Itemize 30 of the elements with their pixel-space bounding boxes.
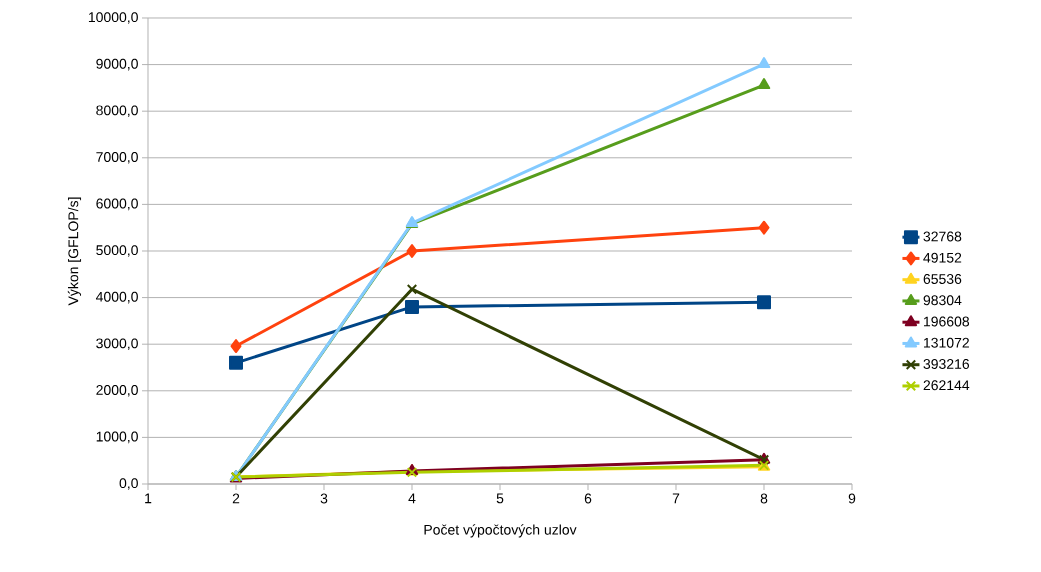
x-tick-label: 8 — [760, 493, 768, 504]
y-tick-label: 6000,0 — [96, 198, 138, 211]
legend-label: 49152 — [923, 252, 962, 263]
x-tick-label: 9 — [848, 493, 856, 504]
y-axis-title: Výkon [GFLOP/s] — [67, 197, 82, 306]
legend-label: 98304 — [923, 295, 962, 306]
y-tick-label: 0,0 — [119, 478, 138, 490]
legend-label: 65536 — [923, 274, 962, 284]
x-tick-label: 3 — [320, 493, 328, 504]
y-tick-label: 9000,0 — [96, 58, 138, 71]
x-axis-title: Počet výpočtových uzlov — [424, 524, 577, 538]
legend-label: 393216 — [923, 359, 970, 369]
y-tick-label: 2000,0 — [96, 385, 138, 397]
legend-label: 196608 — [924, 316, 970, 327]
x-tick-label: 6 — [584, 493, 592, 504]
x-tick-label: 5 — [496, 493, 504, 504]
y-tick-label: 5000,0 — [96, 245, 138, 257]
x-tick-label: 1 — [145, 493, 152, 504]
y-tick-label: 7000,0 — [96, 152, 138, 164]
legend-label: 262144 — [923, 380, 970, 391]
y-tick-label: 4000,0 — [95, 291, 138, 304]
x-tick-label: 7 — [672, 493, 680, 504]
y-tick-label: 1000,0 — [96, 431, 138, 444]
y-tick-label: 8000,0 — [96, 105, 138, 117]
x-tick-label: 2 — [232, 493, 240, 504]
y-tick-label: 10000,0 — [88, 12, 138, 24]
y-tick-label: 3000,0 — [96, 338, 138, 350]
legend-label: 32768 — [923, 231, 962, 242]
legend-label: 131072 — [924, 337, 969, 348]
x-tick-label: 4 — [408, 493, 416, 504]
